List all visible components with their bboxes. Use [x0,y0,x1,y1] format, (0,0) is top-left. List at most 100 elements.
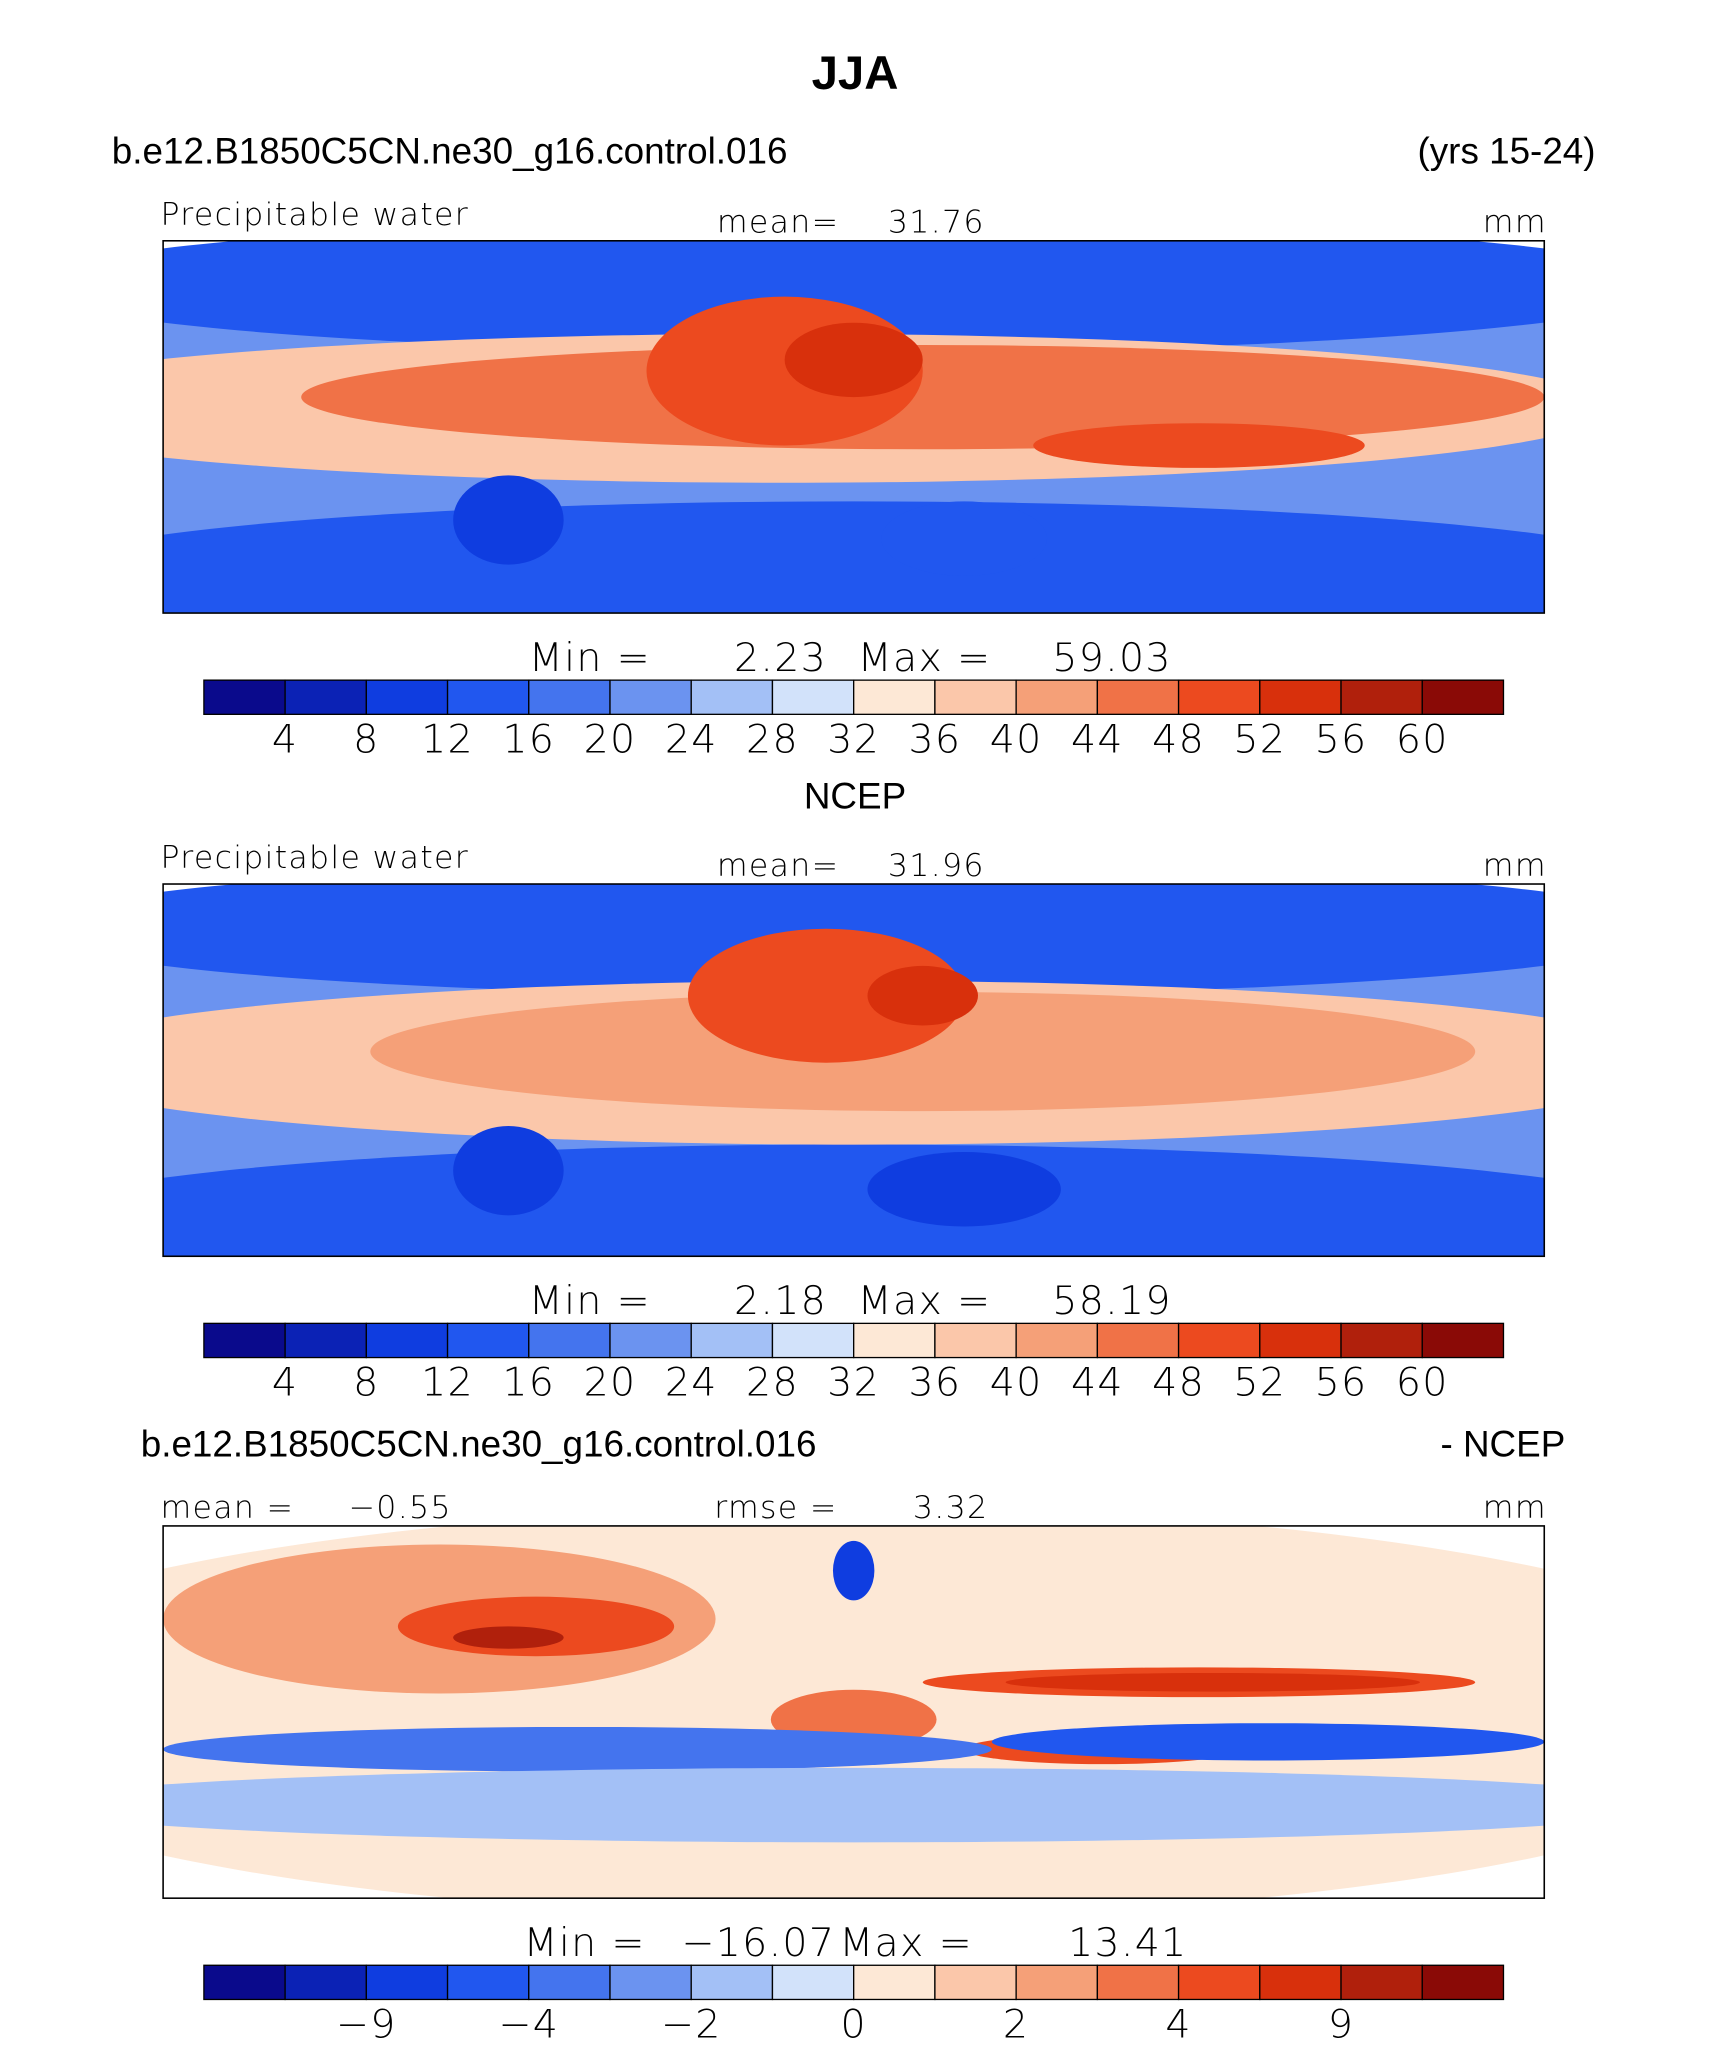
field-contour [163,501,1545,614]
colorbar-box [690,1322,774,1359]
colorbar-box [609,1322,692,1359]
colorbar-box [1177,1322,1261,1359]
colorbar-box [446,1322,530,1359]
colorbar-tick-label: 4 [1165,2002,1191,2048]
colorbar-box [203,679,286,715]
max-value: 13.41 [1068,1920,1188,1966]
colorbar-tick-label: 36 [908,1360,961,1406]
colorbar-box [1096,1964,1180,2001]
field-contour [370,991,1476,1112]
colorbar-box [1340,679,1423,715]
colorbar-box [690,1964,774,2001]
field-contour [867,965,978,1026]
colorbar-tick-label: 44 [1071,716,1124,762]
colorbar-box [365,1964,449,2001]
min-label: Min = [524,1920,646,1966]
colorbar-box [934,679,1017,715]
field-contour [163,240,1545,353]
map-field [163,884,1545,1257]
mean-label: mean= [717,205,839,241]
min-label: Min = [529,635,651,681]
colorbar-tick-label: 0 [840,2002,866,2048]
colorbar-box [528,1964,611,2001]
field-contour [163,1144,1545,1257]
colorbar-box [365,679,449,715]
colorbar-box [1015,1964,1099,2001]
field-contour [163,1726,992,1772]
colorbar-tick-label: 4 [272,1360,298,1406]
colorbar-tick-label: 32 [827,716,880,762]
colorbar-box [1096,679,1180,715]
colorbar-box [853,1964,936,2001]
colorbar-box [1421,679,1505,715]
colorbar-tick-label: 12 [421,1360,474,1406]
min-value: −16.07 [681,1920,835,1966]
left-string: b.e12.B1850C5CN.ne30_g16.control.016 [141,1424,817,1465]
max-value: 59.03 [1052,635,1172,681]
colorbar-box [853,1322,936,1359]
colorbar-tick-label: 56 [1315,716,1368,762]
field-contour [881,501,1048,576]
field-contour [397,1596,675,1657]
colorbar-tick-label: 20 [584,716,637,762]
colorbar-box [690,679,774,715]
colorbar-box [1096,1322,1180,1359]
colorbar-tick-label: 4 [272,716,298,762]
colorbar-tick-label: 40 [990,1360,1043,1406]
field-contour [784,322,923,398]
colorbar-box [528,1322,611,1359]
colorbar-tick-label: 52 [1233,1360,1286,1406]
colorbar-box [203,1964,286,2001]
min-label: Min = [529,1278,651,1324]
colorbar-box [365,1322,449,1359]
colorbar-box [1421,1322,1505,1359]
colorbar-tick-label: 48 [1152,716,1205,762]
colorbar-box [1015,1322,1099,1359]
panel-title: NCEP [804,775,906,816]
colorbar-tick-label: 28 [746,1360,799,1406]
field-contour [687,928,965,1063]
mean-label: mean= [717,848,839,884]
field-contour [163,1767,1545,1843]
colorbar-tick-label: 56 [1315,1360,1368,1406]
colorbar-tick-label: 20 [584,1360,637,1406]
colorbar-box [1259,1322,1342,1359]
min-value: 2.23 [734,635,827,681]
field-contour [301,345,1545,450]
colorbar-box [609,679,692,715]
field-contour [453,1626,564,1649]
colorbar-tick-label: 8 [353,1360,379,1406]
map-frame [162,240,1546,614]
colorbar-box [284,1322,367,1359]
colorbar-box [446,1964,530,2001]
colorbar-box [203,1322,286,1359]
max-label: Max = [839,1920,973,1966]
units: mm [1483,1490,1547,1526]
field-contour [991,1723,1545,1761]
colorbar-tick-label: 52 [1233,716,1286,762]
colorbar-tick-label: 12 [421,716,474,762]
max-label: Max = [858,1278,992,1324]
mean-value: 31.96 [888,848,985,884]
colorbar-tick-label: −4 [498,2002,559,2048]
colorbar-box [771,1964,855,2001]
max-label: Max = [858,635,992,681]
colorbar-box [1259,1964,1342,2001]
figure-title: JJA [812,47,899,100]
colorbar-box [1421,1964,1505,2001]
field-contour [1033,423,1365,468]
colorbar-tick-label: 32 [827,1360,880,1406]
colorbar-tick-label: 60 [1396,1360,1449,1406]
colorbar-box [1259,679,1342,715]
map-field [163,240,1545,614]
mean-label: mean = [160,1490,294,1526]
colorbar-box [771,1322,855,1359]
colorbar-box [771,679,855,715]
field-label: Precipitable water [160,197,469,233]
colorbar-box [609,1964,692,2001]
colorbar-box [528,679,611,715]
units: mm [1483,205,1547,241]
colorbar-tick-label: 9 [1328,2002,1354,2048]
min-value: 2.18 [734,1278,827,1324]
colorbar-tick-label: 24 [665,716,718,762]
